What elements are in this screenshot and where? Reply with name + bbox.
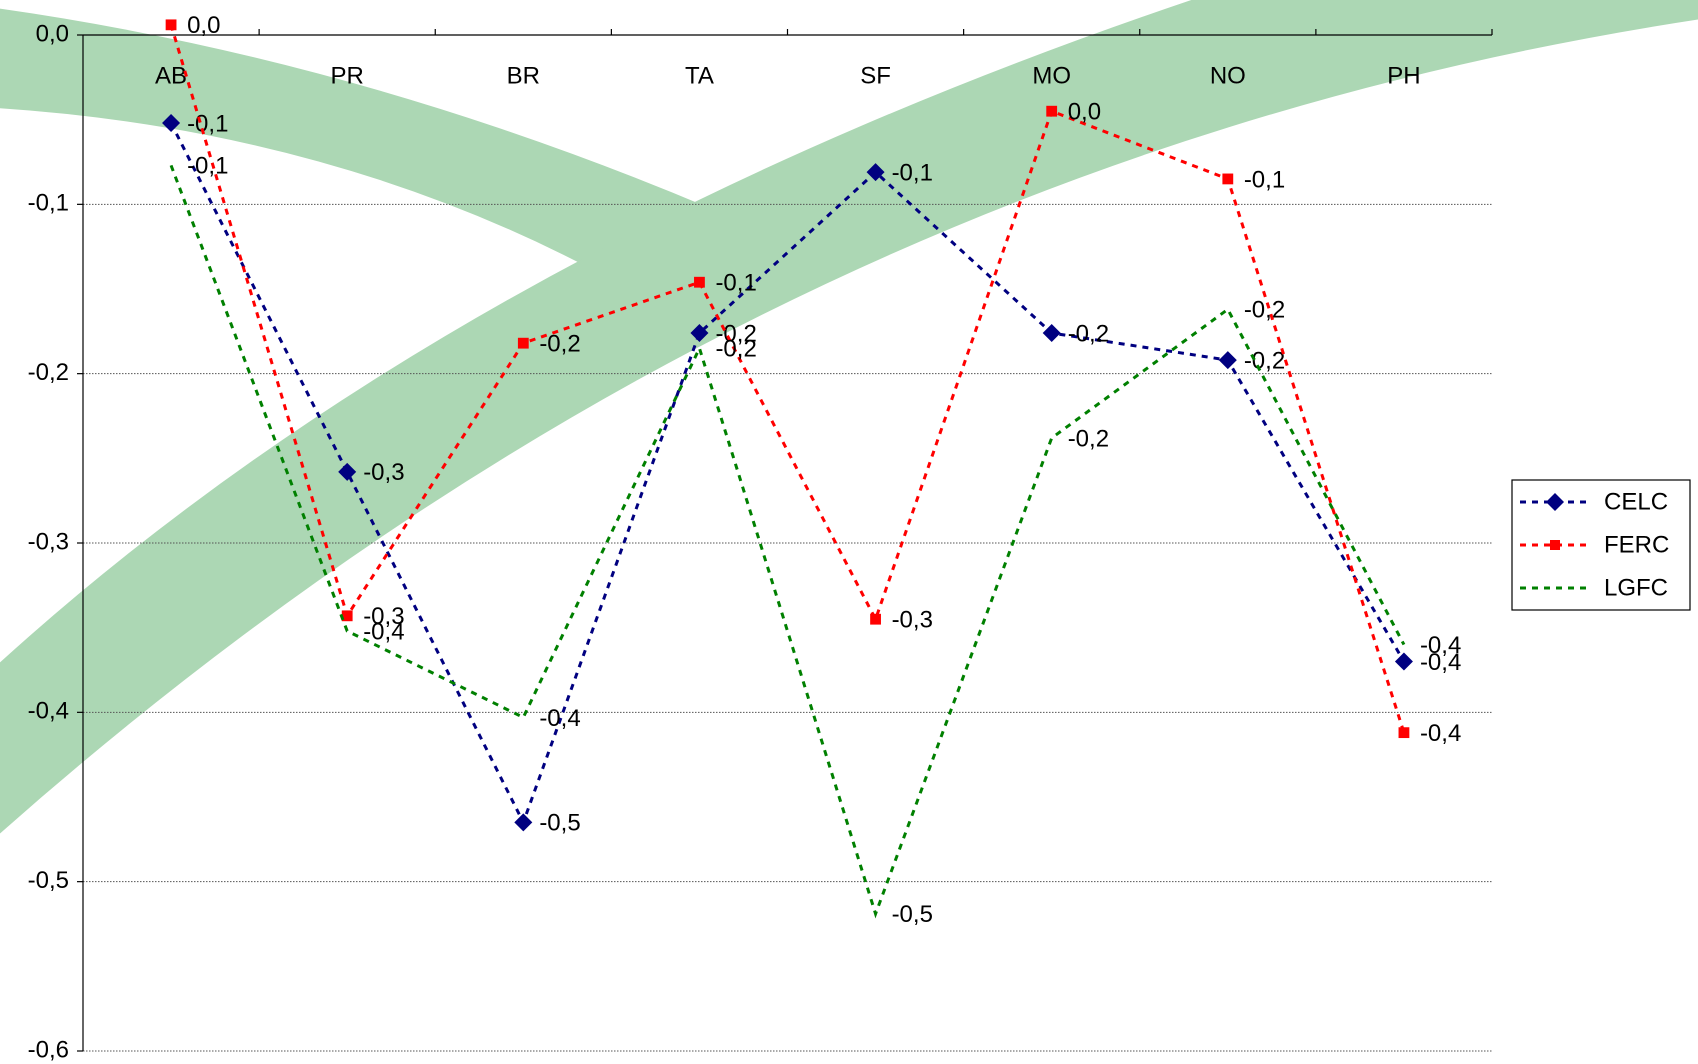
marker (517, 337, 529, 349)
y-tick-label: -0,6 (28, 1036, 69, 1063)
marker (1046, 105, 1058, 117)
data-label: -0,2 (715, 336, 756, 363)
data-label: -0,4 (1420, 649, 1461, 676)
x-tick-label: PR (331, 62, 364, 89)
marker (690, 324, 709, 343)
legend-box (1511, 479, 1691, 611)
x-tick-label: PH (1387, 62, 1420, 89)
marker (162, 114, 181, 133)
marker (1042, 324, 1061, 343)
data-label: -0,2 (1244, 297, 1285, 324)
legend-label: FERC (1604, 531, 1669, 558)
marker (338, 462, 357, 481)
marker (694, 276, 705, 288)
data-label: 0,0 (1068, 99, 1101, 126)
legend-label: CELC (1604, 488, 1668, 515)
y-tick-label: -0,4 (28, 698, 69, 725)
x-tick-label: NO (1210, 62, 1246, 89)
data-label: -0,5 (539, 810, 580, 837)
data-label: -0,5 (892, 901, 933, 928)
y-tick-label: -0,3 (28, 528, 69, 555)
data-label: -0,2 (539, 331, 580, 358)
data-label: -0,2 (1244, 347, 1285, 374)
x-tick-label: BR (507, 62, 540, 89)
data-label: -0,4 (1420, 720, 1461, 747)
data-label: -0,4 (539, 705, 580, 732)
series-line (169, 122, 1406, 827)
legend-marker (1550, 540, 1560, 550)
data-label: -0,3 (363, 603, 404, 630)
x-tick-label: MO (1032, 62, 1071, 89)
swoosh-lower (0, 0, 1698, 834)
series-line (169, 164, 1406, 919)
marker (1222, 173, 1234, 185)
marker (1218, 351, 1237, 370)
y-tick-label: -0,1 (28, 190, 69, 217)
y-tick-label: 0,0 (36, 20, 69, 47)
data-label: -0,1 (892, 160, 933, 187)
marker (1398, 727, 1410, 739)
data-label: -0,1 (715, 270, 756, 297)
data-label: -0,1 (187, 110, 228, 137)
background-swoosh (0, 0, 1698, 834)
y-tick-label: -0,5 (28, 867, 69, 894)
data-label: 0,0 (187, 12, 220, 39)
data-label: -0,4 (363, 618, 404, 645)
x-tick-label: SF (860, 62, 891, 89)
legend-label: LGFC (1604, 574, 1668, 601)
data-label: -0,4 (1420, 632, 1461, 659)
x-tick-label: AB (155, 62, 187, 89)
marker (165, 19, 177, 31)
data-label: -0,2 (1068, 425, 1109, 452)
marker (514, 813, 533, 832)
swoosh-upper (0, 8, 710, 269)
data-label: -0,1 (187, 153, 228, 180)
legend-marker (1546, 493, 1564, 511)
x-tick-label: TA (685, 62, 714, 89)
marker (866, 163, 885, 182)
marker (341, 610, 353, 622)
data-label: -0,2 (1068, 320, 1109, 347)
data-label: -0,3 (892, 607, 933, 634)
y-tick-label: -0,2 (28, 359, 69, 386)
data-label: -0,3 (363, 459, 404, 486)
marker (1394, 652, 1413, 671)
data-label: -0,1 (1244, 166, 1285, 193)
marker (870, 613, 881, 625)
